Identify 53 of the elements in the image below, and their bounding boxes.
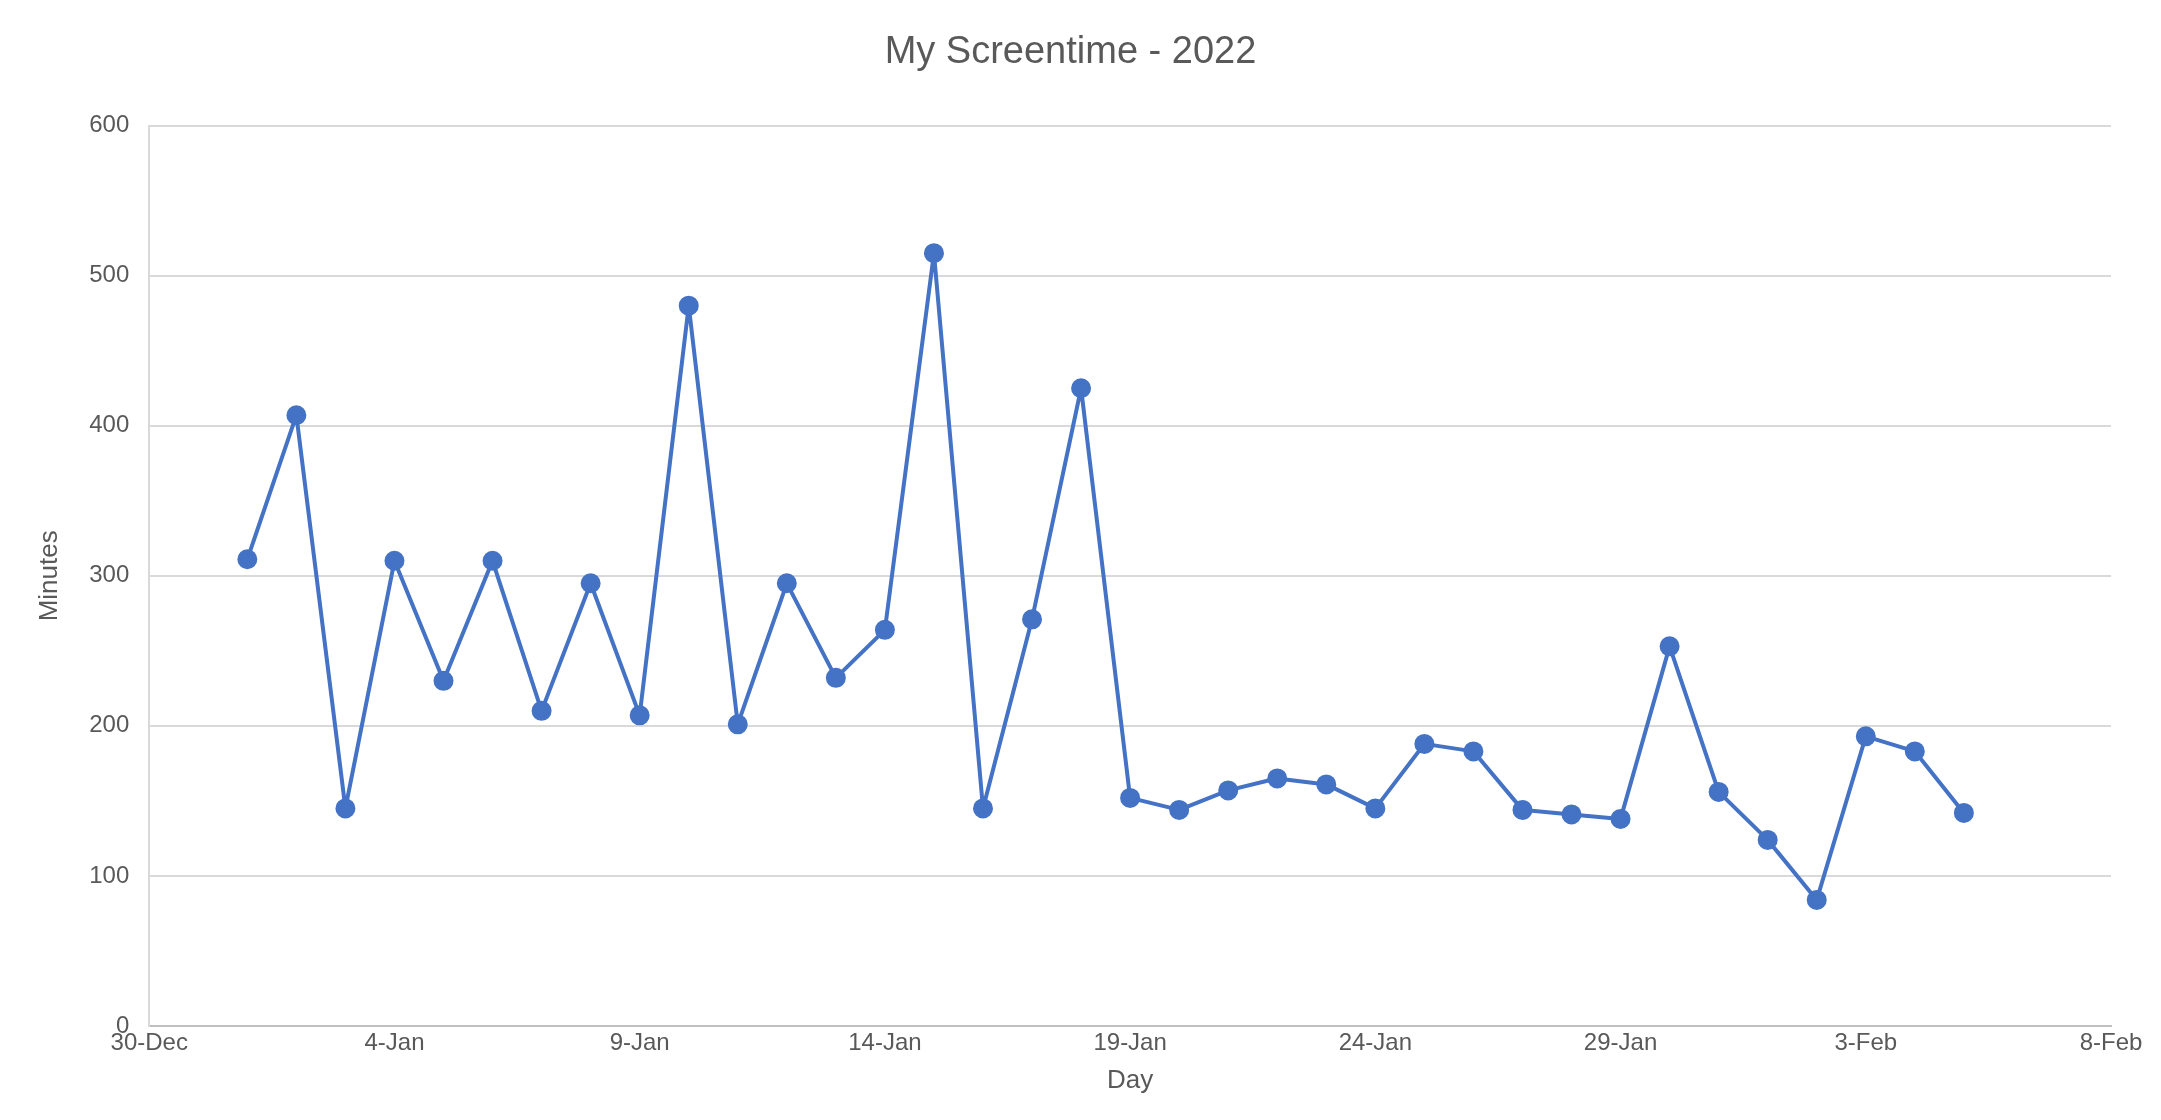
x-tick-label: 4-Jan [364, 1028, 425, 1056]
y-tick-label: 500 [89, 260, 130, 288]
point [1757, 829, 1778, 850]
point [678, 295, 699, 316]
point [1169, 799, 1190, 820]
point [433, 670, 454, 691]
y-axis-title: Minutes [32, 530, 63, 622]
x-tick-label: 29-Jan [1583, 1028, 1658, 1056]
point [825, 667, 846, 688]
x-tick-label: 14-Jan [848, 1028, 922, 1056]
point [1218, 780, 1239, 801]
x-tick-label: 19-Jan [1093, 1028, 1167, 1056]
point [1022, 609, 1043, 630]
y-tick-label: 300 [89, 560, 130, 588]
y-tick-label: 200 [89, 710, 130, 738]
point [1512, 799, 1533, 820]
point [972, 798, 993, 819]
point [237, 549, 258, 570]
point [1071, 378, 1092, 399]
point [1708, 781, 1729, 802]
point [384, 550, 405, 571]
point [1463, 741, 1484, 762]
x-tick-label: 9-Jan [609, 1028, 670, 1056]
point [1806, 889, 1827, 910]
point [1120, 787, 1141, 808]
point [1267, 768, 1288, 789]
y-tick-label: 100 [89, 860, 130, 888]
point [923, 243, 944, 264]
y-tick-label: 400 [89, 410, 130, 438]
x-tick-label: 3-Feb [1834, 1028, 1898, 1056]
point [1904, 741, 1925, 762]
point [727, 714, 748, 735]
x-tick-label: 8-Feb [2079, 1028, 2143, 1056]
point [1855, 726, 1876, 747]
point [482, 550, 503, 571]
point [629, 705, 650, 726]
point [1316, 774, 1337, 795]
point [1953, 802, 1974, 823]
point [874, 619, 895, 640]
point [286, 405, 307, 426]
chart-title: My Screentime - 2022 [884, 29, 1257, 72]
point [1365, 798, 1386, 819]
point [531, 700, 552, 721]
y-tick-label: 600 [89, 110, 130, 138]
point [1561, 804, 1582, 825]
point [580, 573, 601, 594]
x-tick-label: 24-Jan [1338, 1028, 1413, 1056]
point [335, 798, 356, 819]
point [1659, 636, 1680, 657]
point [1610, 808, 1631, 829]
point [776, 573, 797, 594]
x-axis-title: Day [1107, 1063, 1154, 1094]
point [1414, 733, 1435, 754]
